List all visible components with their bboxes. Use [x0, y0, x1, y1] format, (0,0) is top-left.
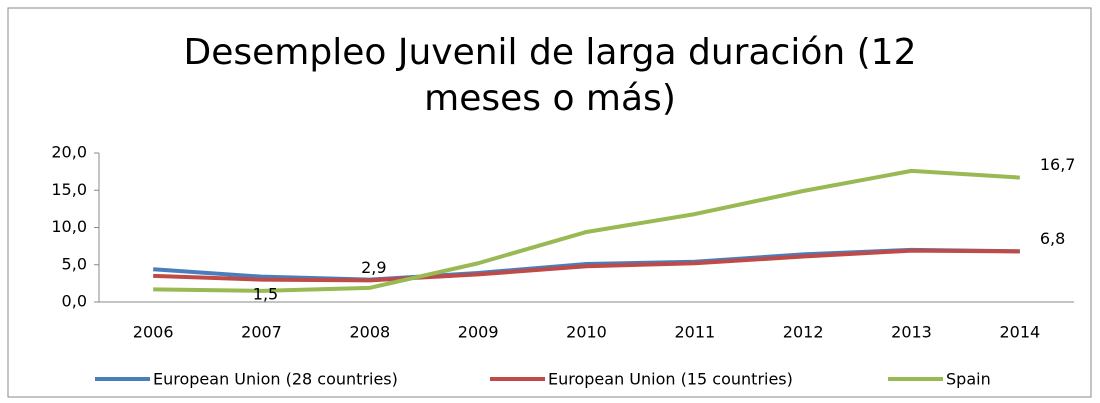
x-tick-label: 2007: [241, 323, 282, 342]
x-tick-label: 2013: [891, 323, 932, 342]
y-tick-label: 15,0: [51, 180, 87, 199]
y-tick-label: 5,0: [62, 254, 87, 273]
x-tick-label: 2011: [674, 323, 715, 342]
frame: [7, 7, 1092, 398]
y-tick-label: 10,0: [51, 217, 87, 236]
y-tick-label: 20,0: [51, 143, 87, 162]
legend-label: Spain: [946, 370, 991, 389]
legend-label: European Union (15 countries): [548, 370, 793, 389]
data-label: 1,5: [253, 284, 278, 303]
data-label: 2,9: [361, 258, 386, 277]
chart-title: Desempleo Juvenil de larga duración (12 …: [183, 32, 917, 119]
line: [153, 248, 1020, 283]
x-tick-label: 2012: [783, 323, 824, 342]
x-tick-label: 2010: [566, 323, 607, 342]
x-tick-label: 2014: [999, 323, 1040, 342]
x-tick-label: 2008: [349, 323, 390, 342]
x-tick-label: 2006: [133, 323, 174, 342]
legend-label: European Union (28 countries): [153, 370, 398, 389]
data-label: 16,7: [1040, 155, 1076, 174]
y-tick-label: 0,0: [62, 292, 87, 311]
data-label: 6,8: [1040, 229, 1065, 248]
x-tick-label: 2009: [458, 323, 499, 342]
line: [153, 168, 1020, 293]
